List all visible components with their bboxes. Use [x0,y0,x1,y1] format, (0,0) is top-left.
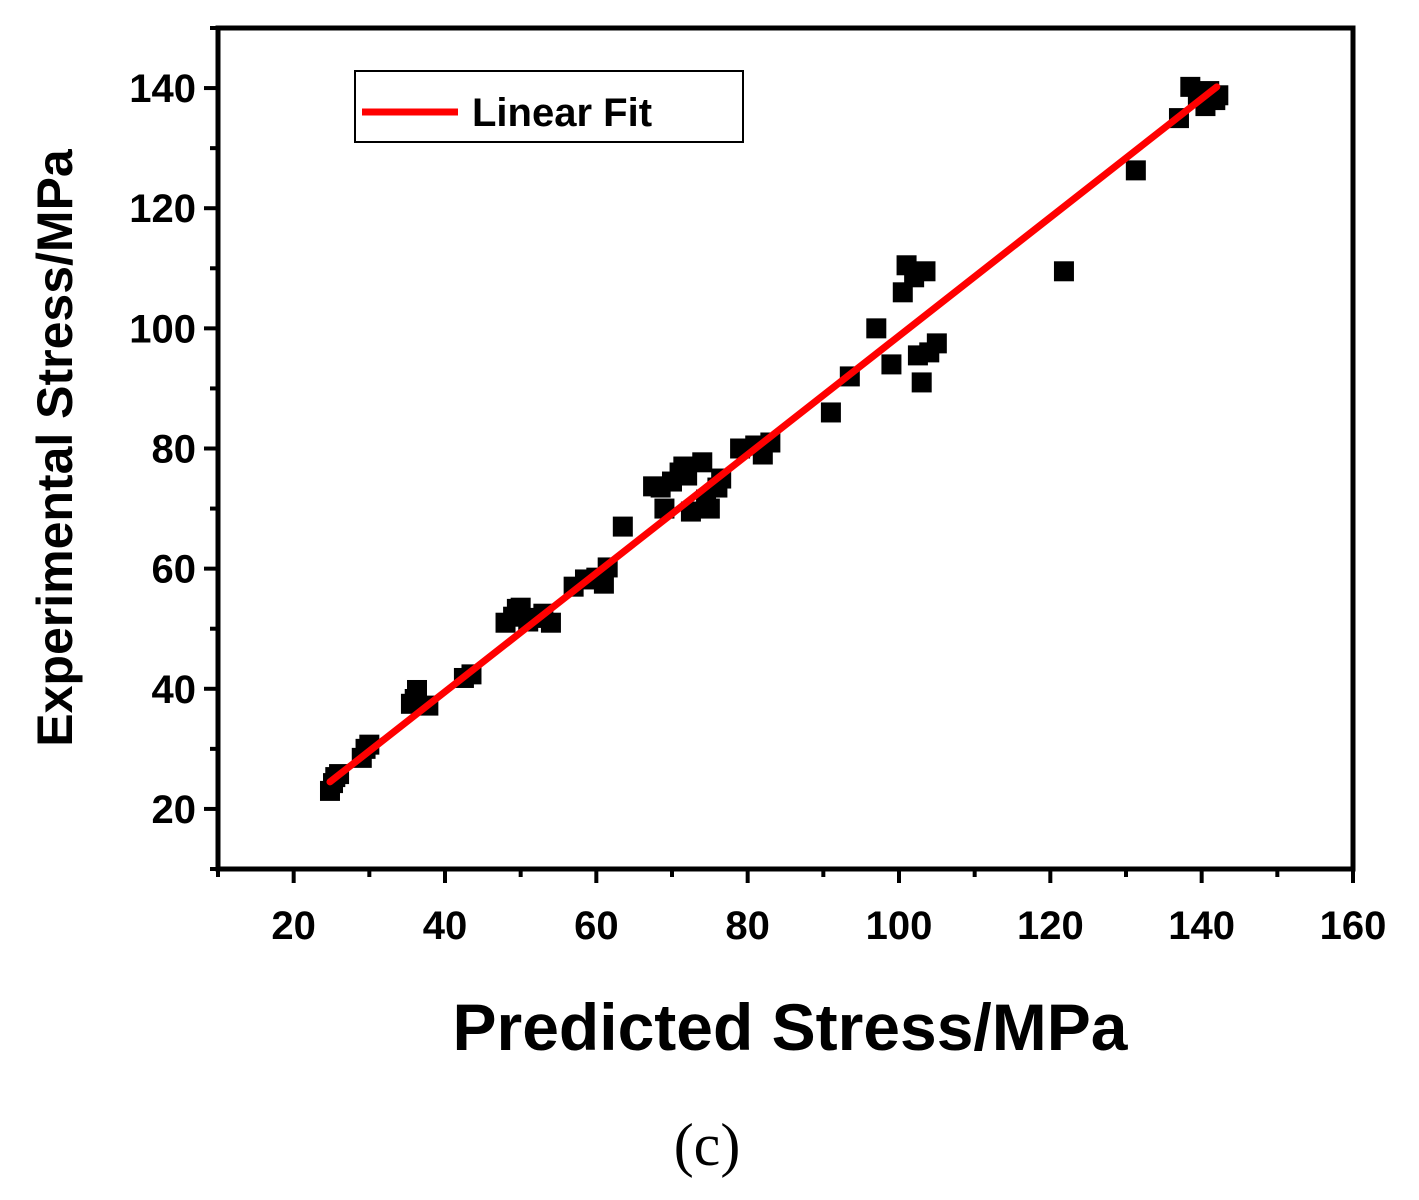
axis-ticks [204,28,1353,883]
linear-fit-line [330,87,1217,782]
data-point [915,261,935,281]
figure-caption: (c) [674,1112,741,1178]
y-axis-title: Experimental Stress/MPa [27,148,83,747]
data-point [881,354,901,374]
data-point [866,318,886,338]
data-point [1126,160,1146,180]
data-point [821,402,841,422]
x-tick-label: 100 [866,904,933,948]
y-tick-label: 60 [152,548,197,592]
x-axis-title: Predicted Stress/MPa [453,990,1129,1064]
x-tick-label: 80 [725,904,770,948]
data-point [700,499,720,519]
x-tick-label: 20 [271,904,316,948]
scatter-chart: 20 40 60 80 100 120 140 160 20 40 60 80 100 120 140 Li… [0,0,1419,1200]
data-point [692,452,712,472]
y-tick-label: 40 [152,668,197,712]
data-point [1054,261,1074,281]
y-tick-label: 120 [129,187,196,231]
data-point [613,517,633,537]
plot-frame [218,28,1353,869]
y-tick-label: 80 [152,428,197,472]
axis-tick-labels: 20 40 60 80 100 120 140 160 20 40 60 80 100 120 140 [129,67,1386,948]
x-tick-label: 120 [1017,904,1084,948]
data-point [927,333,947,353]
x-tick-label: 40 [423,904,468,948]
y-tick-label: 100 [129,307,196,351]
legend-label: Linear Fit [472,91,652,135]
data-point [912,372,932,392]
y-tick-label: 140 [129,67,196,111]
legend: Linear Fit [355,71,743,142]
x-tick-label: 60 [574,904,619,948]
y-tick-label: 20 [152,788,197,832]
x-tick-label: 160 [1320,904,1387,948]
x-tick-label: 140 [1168,904,1235,948]
